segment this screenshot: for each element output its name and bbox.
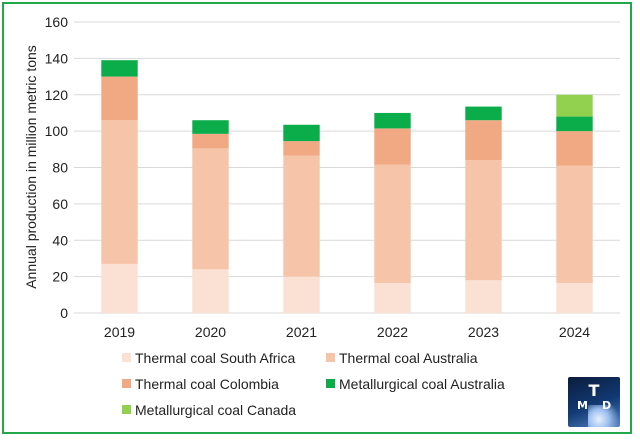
bar-segment <box>556 131 593 166</box>
legend-label: Metallurgical coal Australia <box>339 376 505 392</box>
y-tick-label: 100 <box>45 123 69 139</box>
logo-wave-graphic <box>588 405 620 427</box>
legend-swatch <box>326 353 335 362</box>
logo-letter-m: M <box>577 399 588 412</box>
bar-segment <box>556 282 593 313</box>
bar-segment <box>465 160 502 281</box>
bar-segment <box>283 155 320 277</box>
bar-segment <box>374 282 411 313</box>
legend-swatch <box>326 379 335 388</box>
legend-swatch <box>122 379 131 388</box>
y-tick-label: 80 <box>52 160 68 176</box>
bar-segment <box>465 120 502 161</box>
bar-segment <box>101 76 138 121</box>
y-tick-label: 20 <box>52 269 68 285</box>
x-tick-label: 2024 <box>559 324 590 340</box>
bar-segment <box>283 276 320 313</box>
gridlines <box>74 21 620 314</box>
legend: Thermal coal South Africa Thermal coal Au… <box>122 350 505 418</box>
bar-segment <box>374 128 411 165</box>
y-tick-label: 60 <box>52 196 68 212</box>
bar-segment <box>101 120 138 264</box>
legend-label: Metallurgical coal Canada <box>135 402 296 418</box>
mtd-logo: T M D <box>568 377 620 427</box>
bar-segment <box>374 164 411 283</box>
bars <box>101 60 593 313</box>
bar-segment <box>192 133 229 149</box>
x-tick-labels: 2019 2020 2021 2022 2023 2024 <box>104 324 590 340</box>
x-tick-label: 2020 <box>195 324 226 340</box>
bar-segment <box>283 124 320 142</box>
bar-segment <box>465 280 502 313</box>
bar-segment <box>192 120 229 134</box>
bar-segment <box>192 269 229 313</box>
bar-segment <box>465 106 502 121</box>
legend-swatch <box>122 353 131 362</box>
bar-segment <box>101 60 138 77</box>
legend-label: Thermal coal Australia <box>339 350 478 366</box>
legend-label: Thermal coal South Africa <box>135 350 296 366</box>
y-tick-label: 120 <box>45 87 69 103</box>
x-tick-label: 2023 <box>468 324 499 340</box>
bar-segment <box>556 94 593 117</box>
x-tick-label: 2021 <box>286 324 317 340</box>
legend-label: Thermal coal Colombia <box>135 376 279 392</box>
logo-letter-t: T <box>588 381 600 400</box>
y-axis-label: Annual production in million metric tons <box>23 45 39 289</box>
y-tick-label: 140 <box>45 50 69 66</box>
bar-segment <box>556 165 593 283</box>
bar-segment <box>556 116 593 132</box>
y-tick-labels: 0 20 40 60 80 100 120 140 160 <box>45 14 69 321</box>
bar-segment <box>283 141 320 156</box>
x-tick-label: 2022 <box>377 324 408 340</box>
x-tick-label: 2019 <box>104 324 135 340</box>
bar-segment <box>374 112 411 129</box>
bar-segment <box>192 148 229 270</box>
y-tick-label: 40 <box>52 232 68 248</box>
y-tick-label: 160 <box>45 14 69 30</box>
bar-segment <box>101 263 138 313</box>
logo-letter-d: D <box>602 399 612 412</box>
y-tick-label: 0 <box>60 305 68 321</box>
legend-swatch <box>122 405 131 414</box>
